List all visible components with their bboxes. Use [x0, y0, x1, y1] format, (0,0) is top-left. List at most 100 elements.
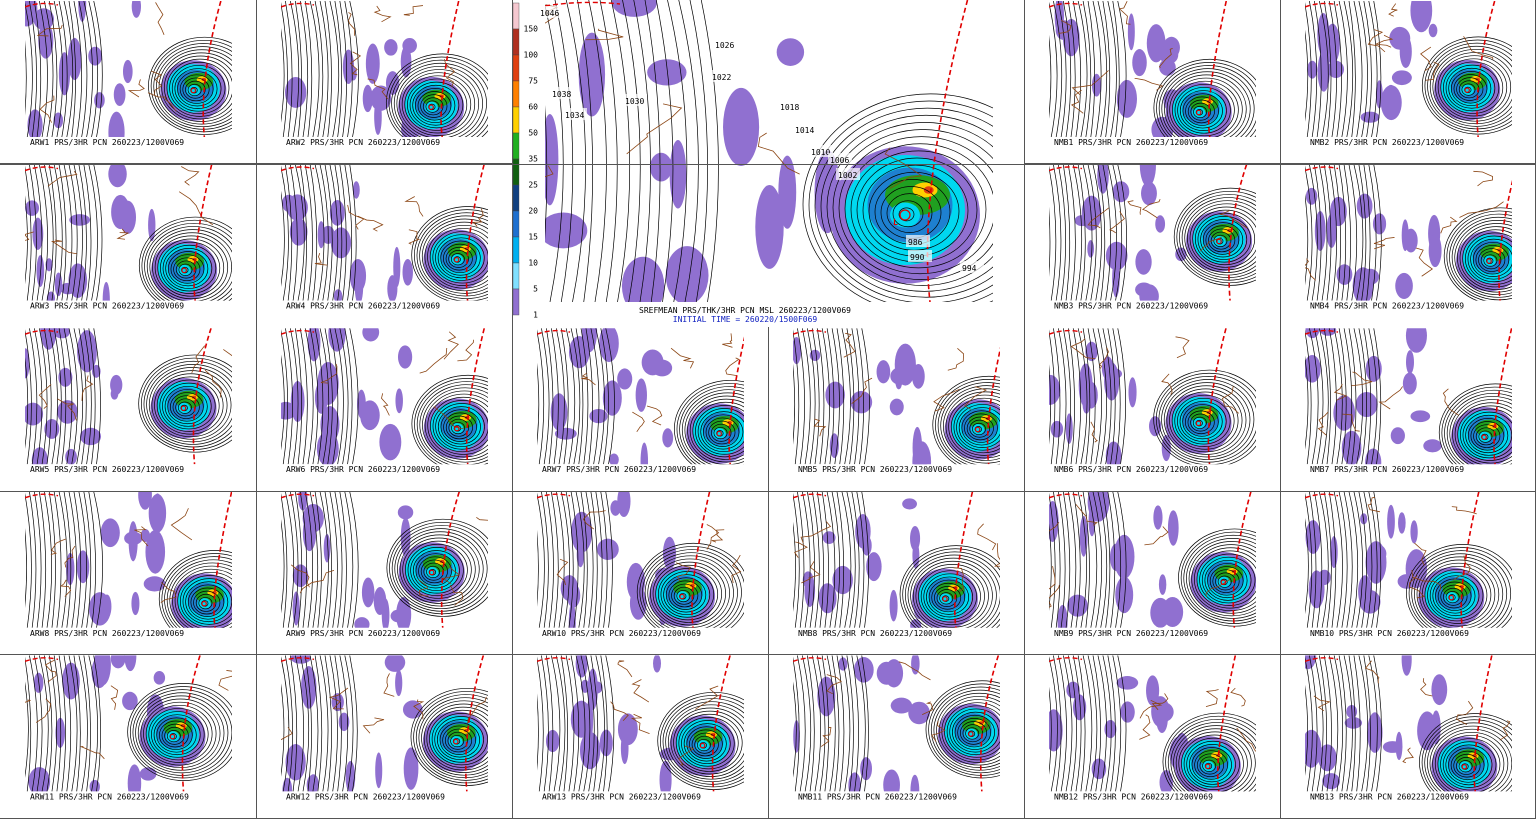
isobar [88, 164, 98, 301]
isobar [437, 406, 485, 448]
isobar [1411, 550, 1512, 628]
map [537, 328, 744, 465]
isobar [1158, 376, 1256, 463]
isobar [667, 0, 688, 302]
isobar [344, 1, 353, 137]
isobar [1483, 254, 1498, 267]
precip-area [186, 84, 200, 96]
precip-area [860, 757, 873, 781]
state-border [1139, 699, 1163, 719]
state-border [1070, 338, 1096, 359]
precip-area [649, 152, 673, 182]
isobar [53, 491, 62, 628]
precip-area [1159, 45, 1179, 65]
isobar [1328, 164, 1337, 301]
isobar [299, 655, 310, 792]
isobar [1209, 566, 1244, 596]
precip-area [832, 565, 853, 595]
isobar [939, 592, 954, 605]
isobar [1107, 164, 1117, 301]
panel-caption: NMB2 PRS/3HR PCN 260223/1200V069 [1310, 138, 1464, 147]
isobar [1112, 655, 1122, 792]
isobar [48, 655, 57, 792]
isobar [541, 655, 549, 792]
precip-area [1049, 709, 1063, 752]
isobar [580, 491, 588, 628]
isobar [420, 559, 448, 584]
isobar [1445, 744, 1493, 786]
isobar [73, 491, 82, 628]
isobar [43, 655, 53, 792]
state-border [116, 228, 129, 240]
isobar [1459, 226, 1512, 290]
isobar [1062, 491, 1071, 628]
precip-area [1091, 73, 1102, 97]
isobar [1323, 328, 1331, 465]
isobar [407, 543, 468, 597]
isobar [1318, 1, 1329, 137]
isobar [793, 681, 797, 778]
precip-area [890, 697, 913, 714]
isobar [595, 655, 605, 792]
isobar [410, 547, 464, 594]
state-border [449, 584, 464, 606]
state-border [898, 661, 931, 681]
state-border [581, 372, 596, 386]
isobar [678, 0, 699, 302]
low-center [968, 731, 974, 737]
isobar [309, 1, 320, 137]
state-border [47, 171, 78, 187]
isobar [1449, 213, 1512, 301]
isobar [151, 711, 205, 758]
front [954, 491, 974, 628]
precip-area [1460, 84, 1474, 96]
precip-area [323, 533, 331, 563]
low-center [716, 430, 723, 437]
isobar [1049, 329, 1056, 465]
precip-area [923, 186, 934, 194]
isobar [550, 491, 559, 628]
isobar [451, 421, 466, 435]
isobar [29, 491, 37, 628]
isobar [187, 83, 202, 97]
isobar [1427, 722, 1512, 792]
isobar [1408, 547, 1512, 628]
isobar [1102, 328, 1112, 465]
isobar [34, 328, 43, 465]
isobar [1156, 62, 1256, 137]
isobar [422, 97, 444, 116]
state-border [1219, 209, 1248, 229]
isobar [808, 100, 993, 302]
isobar [1305, 329, 1312, 465]
isobar [1309, 1, 1318, 137]
state-border [1134, 78, 1164, 91]
isobar [1309, 491, 1317, 628]
legend-label: 150 [524, 25, 539, 34]
state-border [545, 165, 554, 178]
isobar [1424, 565, 1492, 624]
state-border [921, 701, 934, 716]
state-border [281, 727, 293, 741]
state-border [1378, 386, 1403, 410]
isobar [1450, 750, 1485, 781]
legend-label: 20 [528, 207, 538, 216]
isobar [708, 420, 736, 445]
isobar [650, 558, 730, 628]
isobar [560, 491, 570, 628]
isobar [349, 655, 358, 792]
state-border [1199, 236, 1222, 252]
isobar [570, 328, 581, 465]
isobar [339, 328, 349, 465]
precip-area [1368, 544, 1387, 564]
isobar [399, 69, 480, 137]
front [537, 657, 571, 663]
isobar [450, 253, 465, 266]
isobar [290, 1, 300, 137]
precip-area [361, 577, 375, 608]
precip-area [1153, 505, 1163, 530]
isobar [705, 417, 740, 447]
isobar [1107, 655, 1116, 792]
map [281, 491, 488, 628]
isobar [324, 164, 333, 301]
